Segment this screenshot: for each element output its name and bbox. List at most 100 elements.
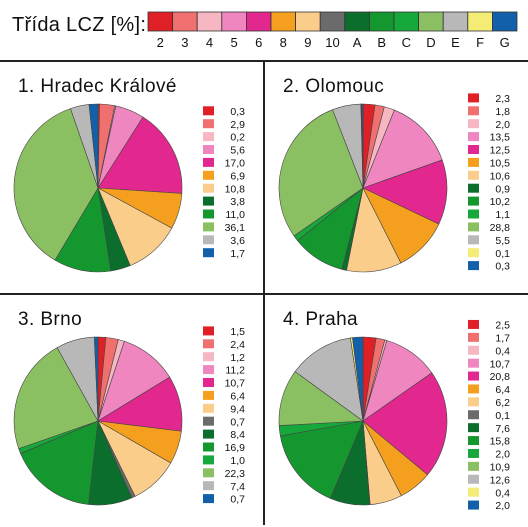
legend-swatch-5 (203, 365, 214, 375)
legend-value: 0,4 (495, 487, 510, 499)
legend-value: 20,8 (490, 371, 511, 383)
legend-swatch-E (203, 481, 214, 491)
lcz-code-label: 5 (230, 35, 237, 50)
lcz-code-label: G (500, 35, 510, 50)
legend-value: 0,3 (495, 261, 510, 273)
legend-swatch-9 (203, 403, 214, 413)
legend-swatch-G (468, 261, 479, 271)
legend-value: 2,4 (230, 339, 245, 351)
legend-swatch-E (203, 235, 214, 245)
legend-title: Třída LCZ [%]: (12, 14, 147, 36)
legend-swatch-2 (468, 319, 479, 329)
lcz-code-label: E (451, 35, 460, 50)
pie-slice-5 (362, 109, 443, 189)
legend-value: 2,3 (495, 93, 510, 105)
pie-chart: 0,32,90,25,617,06,910,83,811,036,13,61,7 (13, 103, 246, 273)
legend-value: 10,6 (490, 170, 511, 182)
legend-value: 1,5 (230, 326, 245, 338)
legend-swatch-B (203, 209, 214, 219)
legend-swatch-9 (468, 170, 479, 180)
legend-value: 22,3 (225, 468, 246, 480)
legend-swatch-4 (468, 119, 479, 129)
legend-swatch-2 (468, 93, 479, 103)
legend-swatch-8 (468, 384, 479, 394)
chart-panel-brno: 1,5 2,4 1,2 11,2 10,7 6,4 9,4 0,7 8,4 16,9 1,0 22,3… (0, 295, 264, 527)
lcz-swatch-E (442, 11, 469, 32)
legend-swatch-G (203, 248, 214, 258)
legend-value: 11,2 (225, 365, 245, 377)
legend-swatch-5 (468, 358, 479, 368)
legend-header: Třída LCZ [%]: 2 3 4 5 6 8 9 10 A B C D E F G (0, 0, 528, 60)
legend-value: 2,0 (495, 119, 510, 131)
legend-value: 0,2 (230, 132, 245, 144)
chart-title: 4. Praha (283, 309, 359, 330)
legend-value: 16,9 (225, 442, 246, 454)
legend-value: 7,6 (495, 423, 510, 435)
legend-swatch-4 (203, 352, 214, 362)
legend-swatch-6 (203, 157, 214, 167)
legend-value: 6,4 (230, 391, 245, 403)
legend-swatch-8 (203, 170, 214, 180)
legend-swatch-A (468, 423, 479, 433)
legend-value: 2,0 (495, 449, 510, 461)
pie-chart: 1,52,41,211,210,76,49,40,78,416,91,022,3… (13, 326, 246, 506)
pie-chart: 2,31,82,013,512,510,510,60,910,21,128,85… (278, 93, 511, 273)
lcz-code-label: 10 (325, 35, 339, 50)
lcz-swatch-4 (196, 11, 223, 32)
legend-value: 7,4 (230, 481, 245, 493)
lcz-swatch-D (418, 11, 444, 32)
pie-slice-D (13, 347, 99, 450)
lcz-code-label: 8 (280, 35, 287, 50)
legend-swatch-F (468, 487, 479, 497)
pie-slice-E (294, 337, 364, 422)
legend-swatch-6 (468, 371, 479, 381)
pie-slice-B (280, 420, 364, 499)
legend-swatch-G (203, 494, 214, 504)
legend-value: 12,5 (490, 145, 511, 157)
legend-swatch-A (203, 429, 214, 439)
legend-value: 12,6 (490, 474, 511, 486)
legend-value: 2,5 (495, 320, 510, 332)
legend-swatch-B (468, 436, 479, 446)
lcz-swatch-A (344, 11, 370, 32)
legend-value: 9,4 (230, 403, 245, 415)
legend-value: 0,7 (230, 494, 245, 506)
legend-value: 10,8 (225, 183, 246, 195)
legend-value: 1,8 (495, 106, 510, 118)
legend-value: 0,1 (495, 248, 510, 260)
pie-chart: 2,51,70,410,720,86,46,20,17,615,82,010,9… (278, 319, 511, 512)
legend-value: 3,6 (230, 235, 245, 247)
legend-value: 5,6 (230, 145, 245, 157)
lcz-code-label: 3 (181, 35, 188, 50)
vertical-divider (263, 60, 265, 525)
pie-slice-B (20, 420, 99, 505)
legend-swatch-G (468, 500, 479, 510)
pie-slice-D (13, 108, 99, 261)
legend-value: 0,3 (230, 106, 245, 118)
lcz-swatch-8 (270, 11, 297, 32)
legend-swatch-3 (203, 119, 214, 129)
legend-swatch-B (203, 442, 214, 452)
lcz-code-label: D (426, 35, 435, 50)
lcz-code-label: F (476, 35, 484, 50)
legend-value: 1,1 (495, 209, 510, 221)
legend-swatch-5 (203, 145, 214, 154)
legend-swatch-D (468, 461, 479, 471)
lcz-code-label: 6 (255, 35, 262, 50)
legend-swatch-A (468, 183, 479, 193)
legend-value: 0,7 (230, 416, 245, 428)
lcz-code-label: 9 (304, 35, 311, 50)
legend-value: 5,5 (495, 235, 510, 247)
legend-value: 1,7 (495, 332, 510, 344)
legend-swatch-10 (468, 410, 479, 420)
chart-panel-praha: 2,5 1,7 0,4 10,7 20,8 6,4 6,2 0,1 7,6 15,8 2,0 10,9… (265, 295, 528, 527)
lcz-swatch-9 (295, 11, 321, 32)
legend-swatch-9 (468, 397, 479, 407)
lcz-color-scale: 2 3 4 5 6 8 9 10 A B C D E F G (147, 11, 518, 50)
legend-value: 13,5 (490, 132, 511, 144)
lcz-code-label: A (353, 35, 362, 50)
legend-value: 8,4 (230, 429, 245, 441)
legend-value: 2,9 (230, 119, 245, 131)
legend-value: 15,8 (490, 436, 511, 448)
lcz-swatch-3 (172, 11, 198, 32)
